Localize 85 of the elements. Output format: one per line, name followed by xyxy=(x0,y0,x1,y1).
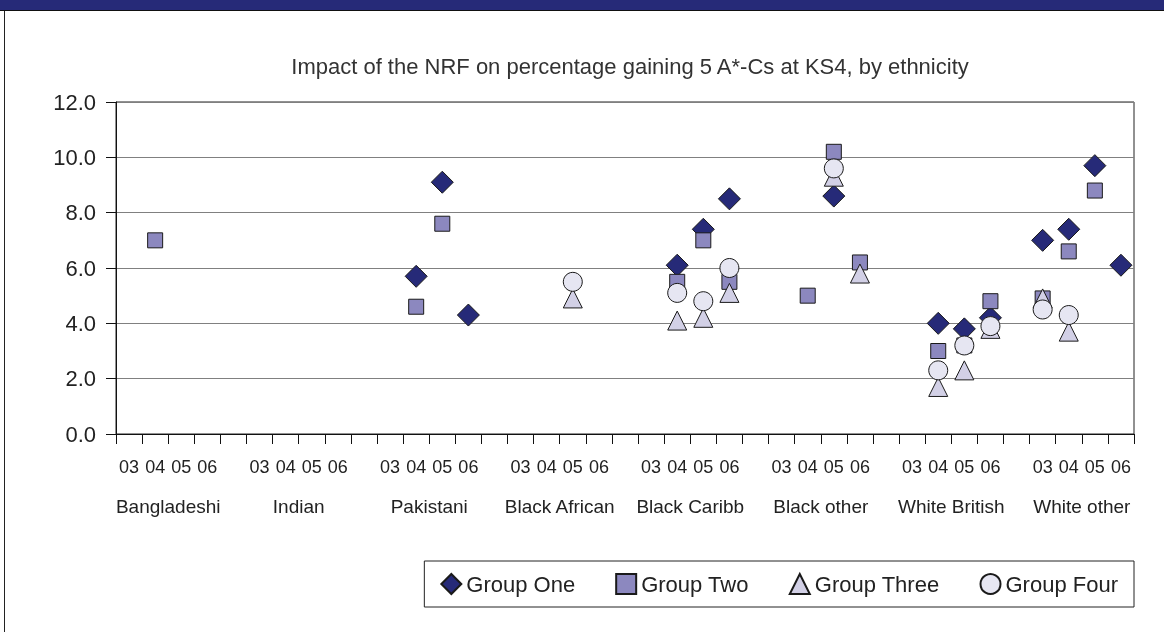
legend-label: Group Four xyxy=(1005,571,1119,597)
point xyxy=(693,291,714,312)
x-tick-label: 04 xyxy=(275,457,296,477)
point xyxy=(823,158,844,179)
point xyxy=(822,184,846,208)
point xyxy=(930,343,947,359)
point xyxy=(147,232,164,249)
point xyxy=(562,271,583,292)
text: White British xyxy=(897,495,1005,517)
point xyxy=(799,287,816,304)
point xyxy=(1058,305,1079,326)
x-tick-label: 04 xyxy=(536,457,557,477)
point xyxy=(667,310,688,331)
point xyxy=(928,360,949,381)
point xyxy=(954,360,975,381)
text: Indian xyxy=(272,495,325,517)
x-tick-label: 04 xyxy=(145,457,166,477)
point xyxy=(719,282,740,303)
text: Pakistani xyxy=(390,495,468,517)
y-tick-label: 2.0 xyxy=(65,366,96,392)
point xyxy=(434,215,451,232)
text: Black Caribb xyxy=(636,495,745,517)
x-tick-label: 06 xyxy=(980,457,1001,477)
x-tick-label: 06 xyxy=(588,457,609,477)
point xyxy=(404,264,428,288)
y-tick-label: 12.0 xyxy=(53,89,96,115)
x-tick-label: 06 xyxy=(1110,457,1131,477)
x-tick-label: 05 xyxy=(432,457,453,477)
point xyxy=(408,298,425,315)
point xyxy=(430,170,454,194)
x-tick-label: 03 xyxy=(771,457,792,477)
point xyxy=(849,263,870,284)
x-tick-label: 05 xyxy=(1084,457,1105,477)
x-tick-label: 03 xyxy=(380,457,401,477)
x-tick-label: 04 xyxy=(797,457,818,477)
text: White other xyxy=(1033,495,1132,517)
x-tick-label: 06 xyxy=(327,457,348,477)
x-tick-label: 06 xyxy=(849,457,870,477)
x-tick-label: 03 xyxy=(249,457,270,477)
point xyxy=(695,232,712,249)
x-tick-label: 06 xyxy=(197,457,218,477)
legend-label: Group One xyxy=(466,571,576,597)
y-tick-label: 6.0 xyxy=(65,255,96,281)
x-tick-label: 04 xyxy=(667,457,688,477)
x-tick-label: 04 xyxy=(928,457,949,477)
y-tick-label: 8.0 xyxy=(65,200,96,226)
point xyxy=(1109,253,1133,277)
point xyxy=(1060,243,1077,260)
point xyxy=(982,293,999,310)
point xyxy=(825,143,842,160)
point xyxy=(926,311,950,335)
y-tick-label: 4.0 xyxy=(65,310,96,336)
point xyxy=(1031,228,1055,252)
x-tick-label: 03 xyxy=(902,457,923,477)
point xyxy=(1057,217,1081,241)
legend-label: Group Two xyxy=(641,571,749,597)
x-tick-label: 04 xyxy=(406,457,427,477)
x-tick-label: 03 xyxy=(641,457,662,477)
y-tick-label: 0.0 xyxy=(65,421,96,447)
y-tick-label: 10.0 xyxy=(53,144,96,170)
point xyxy=(719,258,740,278)
x-tick-label: 06 xyxy=(719,457,740,477)
x-tick-label: 03 xyxy=(1032,457,1053,477)
point xyxy=(1086,182,1103,199)
x-tick-label: 05 xyxy=(954,457,975,477)
x-tick-label: 05 xyxy=(693,457,714,477)
legend-label: Group Three xyxy=(814,571,940,597)
text: Black other xyxy=(773,495,869,517)
x-tick-label: 06 xyxy=(458,457,479,477)
point xyxy=(456,303,480,327)
point xyxy=(1032,299,1053,320)
x-tick-label: 05 xyxy=(301,457,322,477)
chart-title: Impact of the NRF on percentage gaining 5 A*-Cs at KS4, by ethnicity xyxy=(291,53,969,79)
x-tick-label: 05 xyxy=(562,457,583,477)
x-tick-label: 05 xyxy=(823,457,844,477)
text: Black African xyxy=(504,495,615,517)
x-tick-label: 05 xyxy=(171,457,192,477)
x-tick-label: 03 xyxy=(119,457,140,477)
text: Bangladeshi xyxy=(115,495,221,517)
point xyxy=(1083,154,1107,178)
point xyxy=(667,282,688,303)
point xyxy=(717,187,741,211)
x-tick-label: 03 xyxy=(510,457,531,477)
x-tick-label: 04 xyxy=(1058,457,1079,477)
point xyxy=(665,253,689,277)
